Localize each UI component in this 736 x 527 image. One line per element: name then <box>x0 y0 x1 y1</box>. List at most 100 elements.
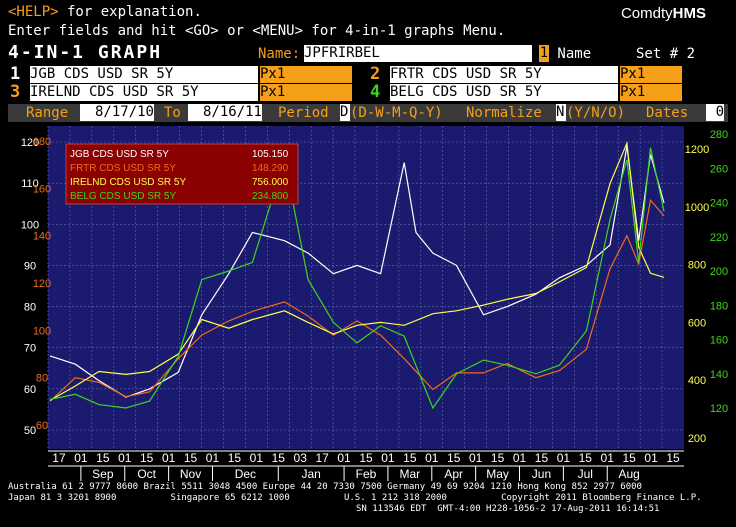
legend-label-belg: BELG CDS USD SR 5Y <box>70 191 176 202</box>
x-day-label: 01 <box>74 451 88 465</box>
footer-contacts-2: Japan 81 3 3201 8900 Singapore 65 6212 1… <box>8 493 702 503</box>
legend-label-jgb: JGB CDS USD SR 5Y <box>70 149 169 160</box>
tick-label-left-white: 110 <box>21 178 39 190</box>
brand: ComdtyHMS <box>621 5 706 22</box>
x-day-label: 01 <box>513 451 527 465</box>
help-text: for explanation. <box>58 4 202 20</box>
series-num-3: 3 <box>10 82 23 102</box>
x-day-label: 01 <box>644 451 658 465</box>
x-day-label: 01 <box>601 451 615 465</box>
x-day-label: 03 <box>294 451 308 465</box>
x-day-label: 15 <box>447 451 461 465</box>
period-label: Period <box>278 105 329 121</box>
tick-label-left-white: 60 <box>24 384 36 396</box>
tick-label-left-white: 120 <box>21 137 39 149</box>
tick-label-right-green: 240 <box>710 198 728 210</box>
range-label: Range <box>26 105 69 121</box>
range-bar: Range 8/17/10 To 8/16/11 Period D (D-W-M… <box>8 104 728 122</box>
x-day-label: 15 <box>403 451 417 465</box>
x-day-label: 01 <box>250 451 264 465</box>
tick-label-left-orange: 100 <box>33 325 51 337</box>
series-line-0 <box>49 145 665 398</box>
screen-title: 4-IN-1 GRAPH <box>8 42 163 63</box>
x-day-label: 15 <box>140 451 154 465</box>
x-day-label: 15 <box>622 451 636 465</box>
legend: JGB CDS USD SR 5Y 105.150 FRTR CDS USD S… <box>65 143 299 205</box>
tick-label-left-white: 90 <box>24 260 36 272</box>
x-month-label: Jun <box>532 467 551 481</box>
legend-label-frtr: FRTR CDS USD SR 5Y <box>70 163 176 174</box>
name-input[interactable]: JPFRIRBEL <box>304 45 532 62</box>
x-month-label: Nov <box>180 467 201 481</box>
x-day-label: 15 <box>184 451 198 465</box>
x-day-label: 01 <box>206 451 220 465</box>
x-day-label: 15 <box>579 451 593 465</box>
series-line-3 <box>49 147 665 410</box>
series-num-4: 4 <box>370 82 383 102</box>
period-input[interactable]: D <box>340 104 350 121</box>
x-axis: 17 01 15 01 15 01 15 01 15 01 15 03 17 01 15 01 15 01 15 01… <box>48 450 684 481</box>
range-start-input[interactable]: 8/17/10 <box>80 104 154 121</box>
x-day-label: 15 <box>228 451 242 465</box>
x-day-label: 15 <box>272 451 286 465</box>
x-month-label: Jul <box>578 467 593 481</box>
tick-label-left-orange: 140 <box>33 231 51 243</box>
series-field-2[interactable]: Px1 <box>620 66 682 83</box>
series-ticker-4[interactable]: BELG CDS USD SR 5Y <box>390 84 618 101</box>
x-day-label: 01 <box>425 451 439 465</box>
x-day-label: 17 <box>52 451 66 465</box>
tick-label-left-orange: 160 <box>33 183 51 195</box>
x-day-label: 15 <box>666 451 680 465</box>
series-field-3[interactable]: Px1 <box>260 84 352 101</box>
x-day-label: 01 <box>118 451 132 465</box>
instruction-line: Enter fields and hit <GO> or <MENU> for … <box>8 23 506 39</box>
legend-value-irelnd: 756.000 <box>252 177 289 188</box>
series-lines <box>49 140 665 410</box>
tick-label-right-yellow: 1200 <box>685 144 709 156</box>
x-month-label: Oct <box>137 467 156 481</box>
x-day-label: 01 <box>469 451 483 465</box>
x-day-label: 01 <box>337 451 351 465</box>
series-field-4[interactable]: Px1 <box>620 84 682 101</box>
tick-label-right-yellow: 1000 <box>685 202 709 214</box>
tick-label-right-green: 260 <box>710 163 728 175</box>
x-day-label: 15 <box>359 451 373 465</box>
normalize-input[interactable]: N <box>556 104 566 121</box>
to-label: To <box>164 105 181 121</box>
legend-value-frtr: 148.290 <box>252 163 289 174</box>
series-ticker-2[interactable]: FRTR CDS USD SR 5Y <box>390 66 618 83</box>
cds-chart: 1201101009080706050180160140120100806012… <box>21 126 728 481</box>
tick-label-right-green: 120 <box>710 403 728 415</box>
dates-input[interactable]: 0 <box>706 104 724 121</box>
normalize-label: Normalize <box>466 105 542 121</box>
set-label: Set # 2 <box>636 46 696 62</box>
help-key[interactable]: <HELP> <box>8 4 59 20</box>
series-ticker-3[interactable]: IRELND CDS USD SR 5Y <box>30 84 258 101</box>
tick-label-right-yellow: 800 <box>688 260 706 272</box>
tick-label-left-white: 70 <box>24 343 36 355</box>
x-month-label: Jan <box>301 467 320 481</box>
tick-label-right-green: 200 <box>710 266 728 278</box>
tick-label-right-green: 180 <box>710 300 728 312</box>
name-number-field[interactable]: 1 <box>539 45 549 62</box>
footer-contacts-1: Australia 61 2 9777 8600 Brazil 5511 304… <box>8 482 642 492</box>
x-month-label: Mar <box>400 467 421 481</box>
x-day-label: 15 <box>535 451 549 465</box>
tick-label-right-yellow: 200 <box>688 433 706 445</box>
series-num-1: 1 <box>10 64 23 84</box>
name-suffix: Name <box>549 46 592 62</box>
x-month-label: Dec <box>235 467 256 481</box>
tick-label-right-green: 140 <box>710 369 728 381</box>
x-day-label: 01 <box>381 451 395 465</box>
series-field-1[interactable]: Px1 <box>260 66 352 83</box>
period-options: (D-W-M-Q-Y) <box>350 105 443 121</box>
x-month-label: May <box>486 467 509 481</box>
tick-label-left-orange: 60 <box>36 420 48 432</box>
range-end-input[interactable]: 8/16/11 <box>188 104 262 121</box>
tick-label-right-green: 160 <box>710 335 728 347</box>
help-line: <HELP> for explanation. <box>8 4 202 20</box>
tick-label-right-green: 220 <box>710 232 728 244</box>
series-line-1 <box>49 198 665 402</box>
x-day-label: 01 <box>162 451 176 465</box>
series-ticker-1[interactable]: JGB CDS USD SR 5Y <box>30 66 258 83</box>
